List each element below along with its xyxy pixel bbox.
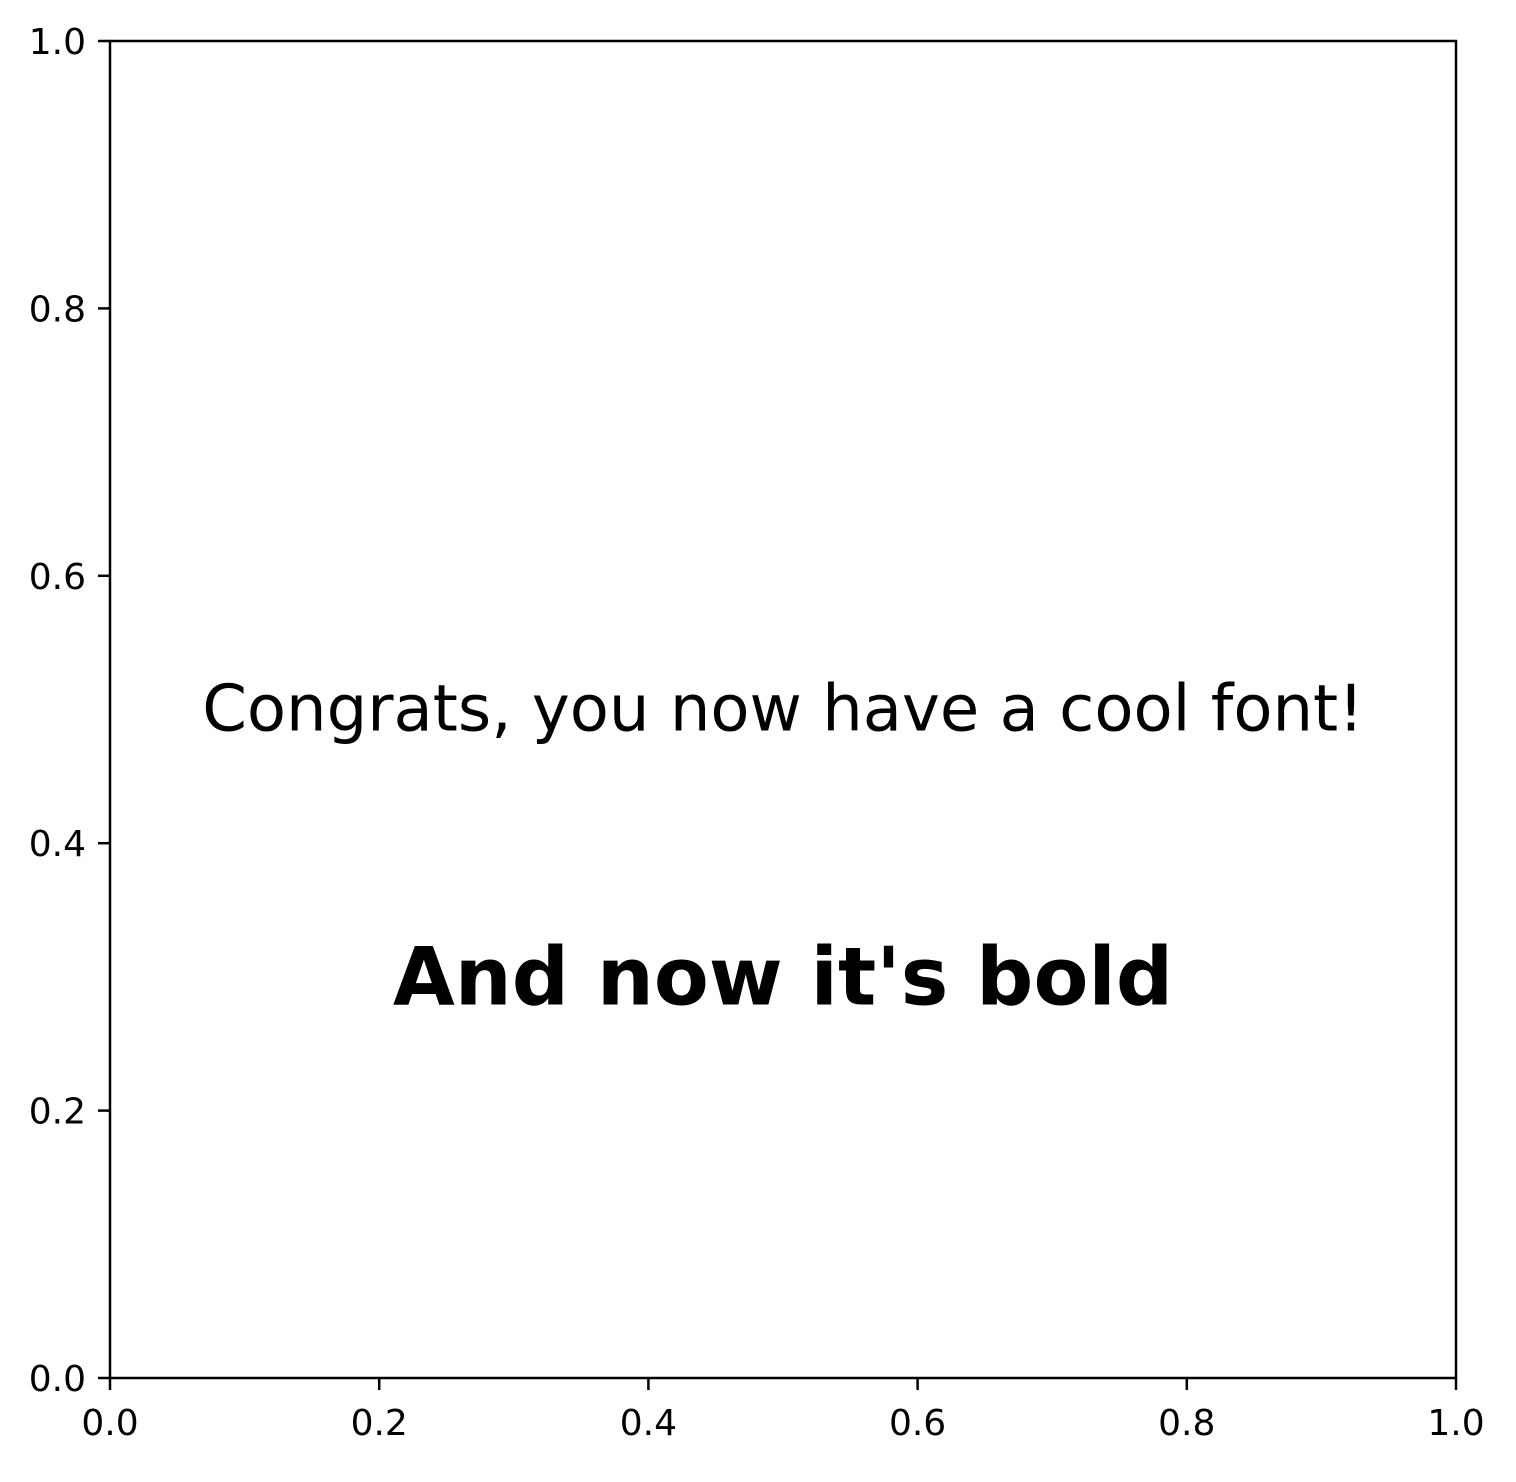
axes-frame [108, 39, 1458, 1380]
x-tick-label: 0.0 [81, 1403, 138, 1444]
y-tick-label: 0.6 [29, 557, 86, 598]
x-tick-label: 0.2 [351, 1403, 408, 1444]
x-tick-label: 0.6 [889, 1403, 946, 1444]
axes: 0.0 0.2 0.4 0.6 0.8 1.0 0.0 0.2 0.4 0.6 0.8 1.0 Cong… [29, 22, 1485, 1444]
x-tick-label: 0.4 [620, 1403, 677, 1444]
annotation-bold-text: And now it's bold [393, 930, 1173, 1023]
annotation-text: Congrats, you now have a cool font! [202, 673, 1364, 747]
y-tick-label: 1.0 [29, 22, 86, 63]
y-tick-label: 0.4 [29, 824, 86, 865]
y-tick-label: 0.8 [29, 289, 86, 330]
x-tick-label: 1.0 [1427, 1403, 1484, 1444]
y-tick-label: 0.2 [29, 1092, 86, 1133]
x-tick-label: 0.8 [1158, 1403, 1215, 1444]
y-tick-label: 0.0 [29, 1359, 86, 1400]
